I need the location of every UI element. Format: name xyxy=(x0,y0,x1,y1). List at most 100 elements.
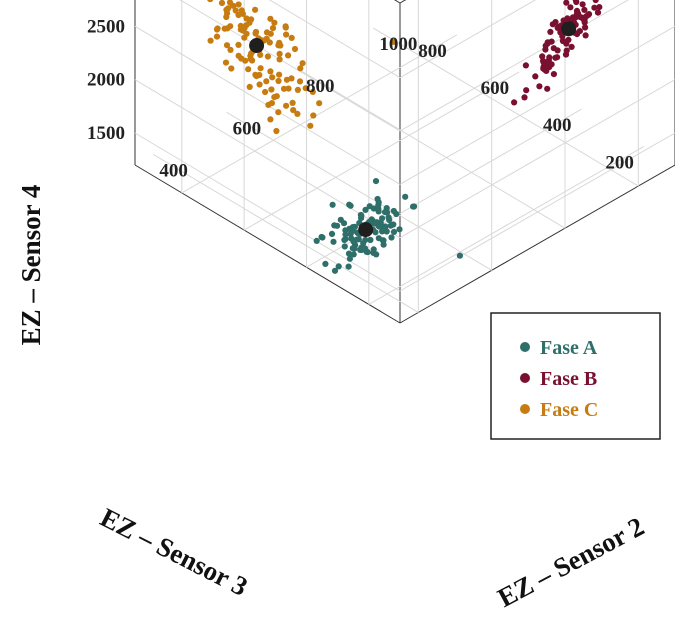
data-point xyxy=(582,24,589,31)
data-point xyxy=(239,10,246,17)
data-point xyxy=(275,77,282,85)
data-point xyxy=(218,0,226,7)
data-point xyxy=(581,19,588,26)
data-point xyxy=(309,88,316,95)
grid-line-z-right xyxy=(399,0,537,79)
data-point xyxy=(564,15,571,22)
data-point xyxy=(548,61,555,68)
data-point xyxy=(521,94,528,101)
series-fase-a xyxy=(313,178,463,274)
data-point xyxy=(563,0,570,6)
data-point xyxy=(572,0,579,4)
legend-label-fase-a: Fase A xyxy=(540,337,598,359)
centroid-marker xyxy=(249,37,265,53)
data-point xyxy=(267,68,274,75)
data-point xyxy=(370,205,377,212)
data-point xyxy=(567,4,574,11)
data-point xyxy=(273,127,280,135)
data-point xyxy=(345,263,352,270)
data-point xyxy=(207,0,214,3)
data-point xyxy=(523,87,530,94)
data-point xyxy=(276,71,283,78)
data-point xyxy=(347,230,354,238)
grid-line-x-floor xyxy=(373,27,639,187)
data-point xyxy=(237,26,244,33)
data-point xyxy=(310,112,317,119)
grid-line-z-right xyxy=(399,25,675,185)
data-point xyxy=(257,65,264,72)
data-point xyxy=(263,78,270,85)
data-point xyxy=(456,252,463,259)
data-point xyxy=(247,55,254,63)
data-point xyxy=(375,208,382,215)
data-point xyxy=(539,53,546,60)
data-point xyxy=(285,85,292,92)
series-fase-c xyxy=(207,0,397,135)
data-point xyxy=(223,13,230,21)
data-point xyxy=(594,9,602,16)
y-tick-label: 800 xyxy=(418,41,447,62)
data-point xyxy=(592,0,599,4)
data-point xyxy=(328,230,336,237)
series-fase-b xyxy=(510,0,603,106)
data-point xyxy=(579,1,586,8)
data-point xyxy=(582,32,589,39)
x-axis-label: EZ – Sensor 2 xyxy=(493,511,649,613)
data-point xyxy=(563,47,570,54)
floor-edge-y xyxy=(134,164,401,324)
data-point xyxy=(563,40,570,47)
data-point xyxy=(291,45,299,53)
axis-panes xyxy=(134,0,675,324)
data-point xyxy=(360,240,367,247)
data-point xyxy=(547,28,554,35)
data-point xyxy=(542,42,549,49)
data-point xyxy=(372,178,380,185)
data-point xyxy=(411,203,418,210)
legend-box xyxy=(490,312,661,440)
data-point xyxy=(331,267,339,274)
data-point xyxy=(568,43,575,51)
data-point xyxy=(342,236,349,243)
grid-line-z-right xyxy=(399,132,675,292)
data-point xyxy=(532,73,539,80)
data-point xyxy=(213,33,221,40)
data-point xyxy=(313,237,320,244)
x-tick-label: 600 xyxy=(233,118,262,139)
data-point xyxy=(393,210,400,218)
data-point xyxy=(334,222,341,229)
y-tick-label: 600 xyxy=(481,78,510,99)
z-tick-label: 2500 xyxy=(87,16,125,37)
data-point xyxy=(267,15,274,22)
data-point xyxy=(283,76,290,83)
data-point xyxy=(329,201,336,208)
data-point xyxy=(335,263,342,270)
data-point xyxy=(385,214,392,221)
grid-line-y-floor xyxy=(306,108,582,268)
data-point xyxy=(283,31,290,38)
floor-edge-x xyxy=(399,164,675,324)
data-point xyxy=(268,86,275,93)
data-point xyxy=(246,19,253,26)
data-point xyxy=(550,71,558,78)
data-point xyxy=(282,23,289,30)
data-point xyxy=(227,46,234,54)
data-point xyxy=(330,238,337,245)
data-point xyxy=(383,205,390,212)
data-point xyxy=(307,122,314,129)
data-point xyxy=(246,83,253,90)
data-point xyxy=(271,19,278,26)
data-point xyxy=(396,226,403,233)
data-point xyxy=(242,57,249,64)
data-point xyxy=(510,99,518,106)
data-point xyxy=(337,216,344,223)
data-point xyxy=(353,236,360,243)
data-point xyxy=(351,245,358,252)
data-point xyxy=(382,225,389,232)
y-axis-label: EZ – Sensor 3 xyxy=(96,502,253,602)
data-point xyxy=(257,51,264,59)
data-point xyxy=(342,231,349,238)
grid-line-z-left xyxy=(268,0,401,79)
data-point xyxy=(285,52,292,59)
data-point xyxy=(296,78,304,85)
